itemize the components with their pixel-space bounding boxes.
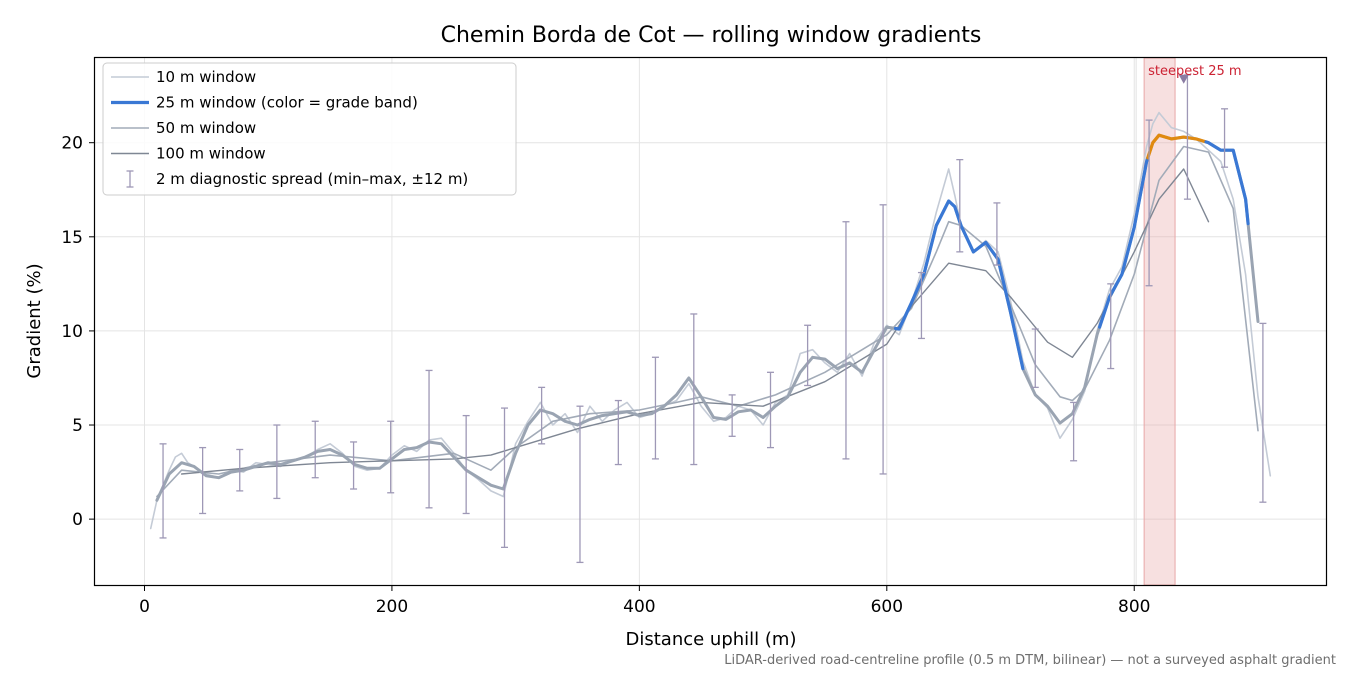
legend-label: 25 m window (color = grade band) [156,94,418,112]
x-tick-label: 800 [1118,597,1150,617]
steepest-label: steepest 25 m [1148,64,1241,79]
legend-label: 10 m window [156,68,256,86]
chart-title: Chemin Borda de Cot — rolling window gra… [441,23,982,48]
y-tick-label: 15 [61,228,83,248]
legend-label: 50 m window [156,119,256,137]
series-line-w50 [156,145,1259,498]
legend-box [102,62,517,196]
y-tick-label: 0 [72,510,83,530]
x-tick-label: 600 [871,597,903,617]
x-tick-label: 400 [623,597,655,617]
x-tick-label: 200 [376,597,408,617]
grade-band-segment [1097,156,1150,329]
series-line-w100 [180,168,1210,475]
legend-label: 100 m window [156,145,266,163]
axis-ticks: 0 200 400 600 800 0 5 10 15 20 [61,134,1150,617]
grade-band-segment [1146,133,1208,160]
y-axis-label: Gradient (%) [24,263,45,378]
x-axis-label: Distance uphill (m) [626,629,797,650]
x-tick-label: 0 [139,597,150,617]
diagnostic-error-bars [159,74,1267,564]
legend: 10 m window 25 m window (color = grade ba… [102,62,517,196]
plot-frame [93,56,1328,587]
series-line-w25 [155,133,1260,502]
source-footnote: LiDAR-derived road-centreline profile (0… [724,653,1336,668]
steepest-marker [1178,74,1189,84]
grade-band-segment [893,199,1025,371]
y-tick-label: 5 [72,416,83,436]
series-lines [149,111,1272,530]
y-tick-label: 10 [61,322,83,342]
legend-label: 2 m diagnostic spread (min–max, ±12 m) [156,170,468,188]
grid-lines [95,58,1326,585]
steepest-annotation: steepest 25 m [1148,64,1242,84]
grade-band-segment [1204,140,1250,226]
y-tick-label: 20 [61,134,83,154]
